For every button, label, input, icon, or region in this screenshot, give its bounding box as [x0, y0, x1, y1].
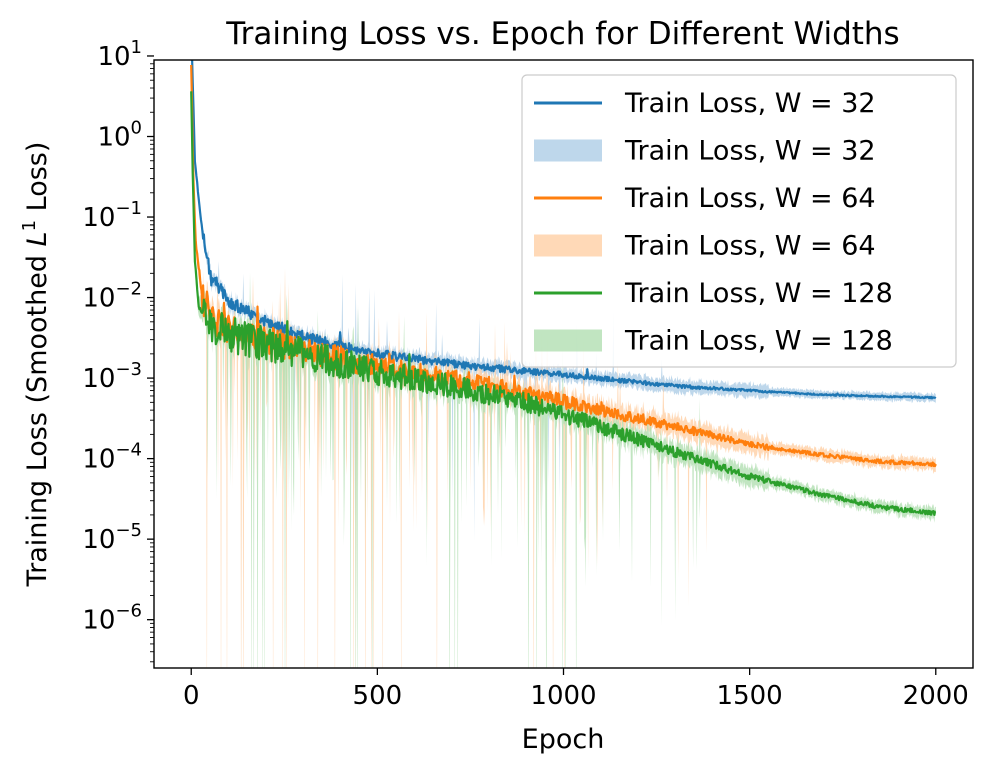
x-tick-label: 2000: [903, 681, 969, 711]
y-tick-base: 10: [82, 525, 115, 555]
legend-box: [521, 74, 957, 368]
y-tick-exponent: −4: [115, 440, 142, 461]
y-tick-exponent: −3: [115, 359, 142, 380]
y-tick-base: 10: [82, 203, 115, 233]
y-tick-exponent: −6: [115, 601, 142, 622]
x-axis: 0 500 1000 1500 2000: [183, 668, 969, 711]
y-tick-label: 10−2: [82, 279, 142, 314]
y-axis-label-start: Training Loss (Smoothed: [22, 246, 53, 587]
legend-label-line-1: Train Loss, W = 32: [624, 88, 876, 119]
legend-band-3: [534, 329, 602, 352]
y-tick-exponent: 1: [131, 37, 142, 58]
y-tick-base: 10: [82, 364, 115, 394]
legend-label-line-3: Train Loss, W = 128: [624, 278, 893, 309]
x-tick-label: 1500: [717, 681, 783, 711]
legend-band-1: [534, 139, 602, 162]
x-axis-label: Epoch: [522, 724, 605, 755]
y-axis-label-sup: 1: [19, 220, 40, 231]
line-series-1: [191, 60, 937, 400]
y-tick-base: 10: [82, 445, 115, 475]
y-tick-label: 10−1: [82, 198, 142, 233]
y-tick-exponent: 0: [131, 118, 142, 139]
y-axis-label: Training Loss (Smoothed L1 Loss): [19, 142, 53, 588]
loss-lines: [190, 60, 937, 516]
line-series-2: [190, 64, 937, 468]
x-tick-label: 500: [353, 681, 403, 711]
y-tick-base: 10: [82, 284, 115, 314]
y-tick-label: 10−5: [82, 520, 142, 555]
y-tick-label: 10−3: [82, 359, 142, 394]
legend-label-band-1: Train Loss, W = 32: [624, 136, 876, 167]
y-tick-base: 10: [82, 606, 115, 636]
y-tick-exponent: −5: [115, 520, 142, 541]
x-tick-label: 0: [183, 681, 200, 711]
legend-label-line-2: Train Loss, W = 64: [624, 183, 876, 214]
y-tick-base: 10: [97, 42, 130, 72]
y-tick-label: 101: [97, 37, 142, 72]
y-axis-label-var: L: [22, 231, 53, 246]
legend: Train Loss, W = 32 Train Loss, W = 32 Trai…: [521, 74, 957, 368]
y-tick-label: 100: [97, 118, 142, 153]
y-tick-label: 10−4: [82, 440, 142, 475]
chart-title: Training Loss vs. Epoch for Different Wi…: [225, 16, 899, 52]
y-tick-exponent: −1: [115, 198, 142, 219]
y-axis-label-end: Loss): [22, 142, 53, 220]
x-tick-label: 1000: [530, 681, 596, 711]
legend-label-band-3: Train Loss, W = 128: [624, 326, 893, 357]
legend-label-band-2: Train Loss, W = 64: [624, 231, 876, 262]
legend-items: Train Loss, W = 32 Train Loss, W = 32 Trai…: [534, 88, 893, 357]
y-tick-base: 10: [97, 123, 130, 153]
y-tick-exponent: −2: [115, 279, 142, 300]
line-series-3: [190, 91, 937, 516]
y-tick-label: 10−6: [82, 601, 142, 636]
legend-band-2: [534, 234, 602, 257]
